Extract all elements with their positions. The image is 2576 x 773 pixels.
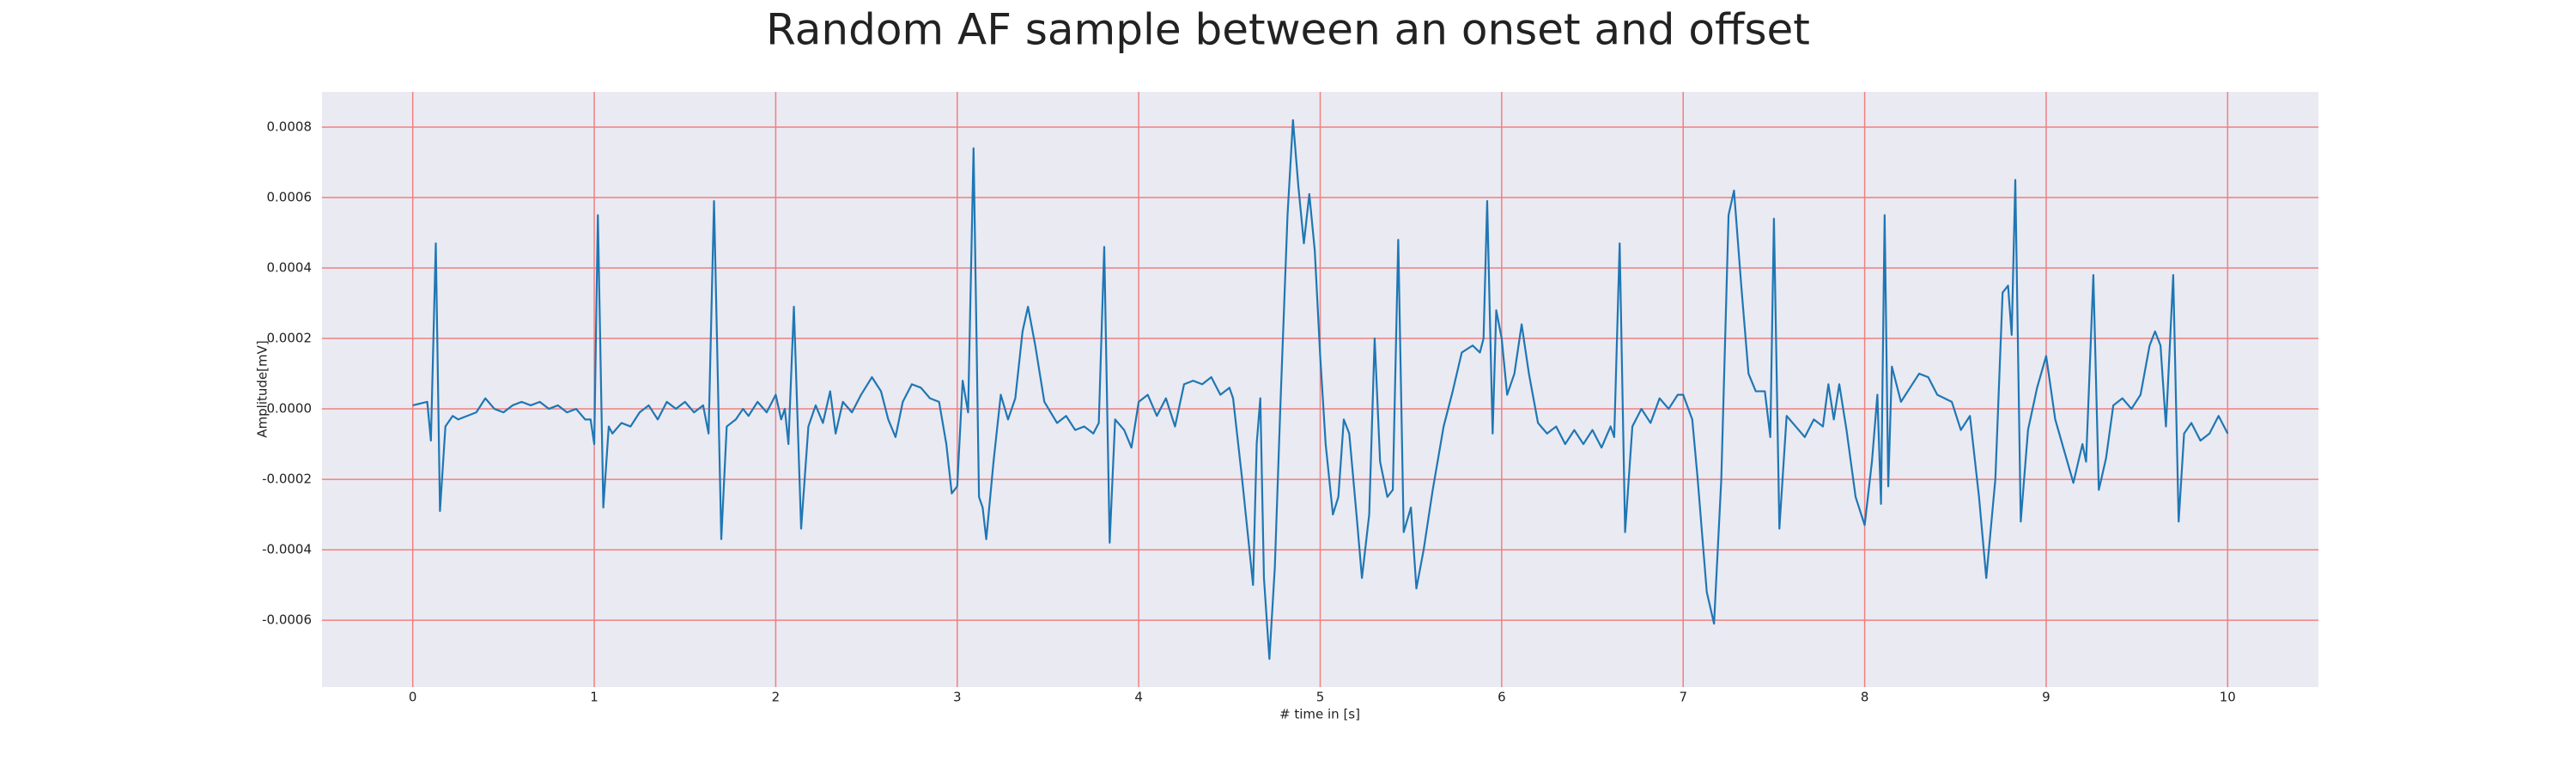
y-tick-label: -0.0004 <box>262 542 312 557</box>
x-tick-label: 8 <box>1861 690 1869 705</box>
x-tick-label: 5 <box>1316 690 1325 705</box>
x-tick-label: 2 <box>772 690 781 705</box>
x-tick-label: 0 <box>409 690 417 705</box>
y-tick-label: 0.0008 <box>267 119 313 135</box>
x-tick-label: 1 <box>590 690 598 705</box>
y-tick-label: -0.0006 <box>262 612 312 628</box>
x-tick-label: 10 <box>2220 690 2236 705</box>
x-tick-label: 6 <box>1498 690 1506 705</box>
x-tick-label: 4 <box>1134 690 1143 705</box>
y-tick-label: 0.0004 <box>267 260 313 276</box>
signal-line <box>412 119 2229 660</box>
y-tick-label: 0.0002 <box>267 331 313 346</box>
x-tick-label: 9 <box>2042 690 2050 705</box>
y-tick-label: 0.0006 <box>267 190 313 205</box>
chart-title: Random AF sample between an onset and of… <box>766 5 1810 55</box>
x-tick-label: 7 <box>1679 690 1687 705</box>
y-tick-label: 0.0000 <box>267 401 313 417</box>
y-axis-label: Amplitude[mV] <box>255 340 270 437</box>
x-tick-label: 3 <box>953 690 962 705</box>
y-tick-label: -0.0002 <box>262 472 312 487</box>
x-axis-label: # time in [s] <box>1279 707 1360 722</box>
